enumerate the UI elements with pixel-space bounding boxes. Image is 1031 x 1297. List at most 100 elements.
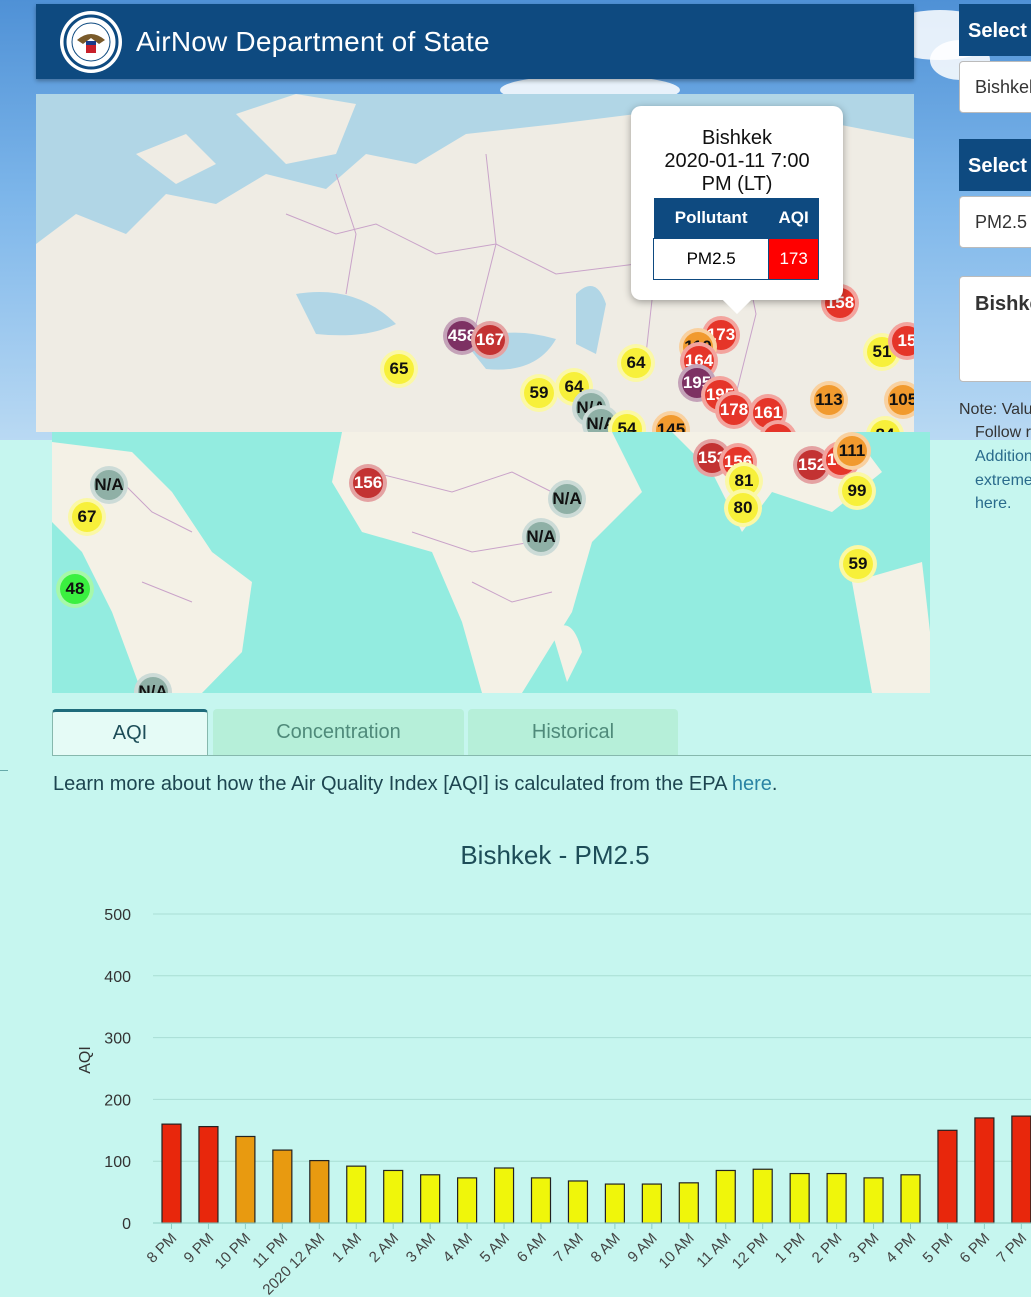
note-text: Note: Valu (959, 401, 1031, 418)
chart-title: Bishkek - PM2.5 (460, 840, 650, 870)
map-top-marker[interactable]: 113 (810, 381, 848, 419)
bar[interactable] (161, 1123, 182, 1224)
map-top-marker[interactable]: 64 (555, 368, 593, 406)
y-tick-label: 400 (104, 969, 131, 986)
bar[interactable] (383, 1169, 404, 1224)
bar[interactable] (567, 1180, 589, 1224)
bar[interactable] (900, 1174, 921, 1224)
popup-city: Bishkek (701, 127, 773, 149)
y-tick-label: 100 (104, 1154, 131, 1171)
x-tick-label: 3 PM (846, 1230, 883, 1267)
map-top-marker[interactable]: 59 (520, 374, 558, 412)
extreme-link[interactable]: extreme (975, 472, 1031, 489)
map-bottom-marker[interactable]: 80 (724, 489, 762, 527)
bar[interactable] (493, 1167, 515, 1224)
popup-aqi-value: 173 (768, 238, 819, 280)
x-tick-label: 6 AM (514, 1230, 550, 1266)
pollutant-select[interactable]: PM2.5 (959, 196, 1031, 248)
x-tick-label: 10 PM (212, 1230, 255, 1273)
map-top-marker[interactable]: 64 (617, 344, 655, 382)
page-title: AirNow Department of State (136, 25, 490, 57)
bar[interactable] (863, 1177, 884, 1224)
x-tick-label: 2 PM (809, 1230, 846, 1267)
select-city-label: Select (959, 4, 1031, 56)
x-tick-label: 5 PM (919, 1230, 956, 1267)
additional-link[interactable]: Addition (975, 448, 1031, 465)
city-card: Bishkek (959, 276, 1031, 382)
map-top-marker[interactable]: 167 (471, 321, 509, 359)
bar[interactable] (235, 1135, 256, 1224)
map-bottom-marker[interactable]: 111 (833, 432, 871, 470)
bar[interactable] (1011, 1115, 1031, 1224)
bar[interactable] (604, 1183, 626, 1224)
x-tick-label: 3 AM (403, 1230, 439, 1266)
bar[interactable] (752, 1168, 773, 1224)
map-bottom-marker[interactable]: 59 (839, 545, 877, 583)
y-tick-label: 300 (104, 1031, 131, 1048)
popup-table: Pollutant AQI PM2.5 173 (652, 198, 819, 280)
state-department-seal-icon (60, 10, 122, 73)
map-bottom-marker[interactable]: N/A (134, 673, 172, 693)
bar[interactable] (457, 1177, 478, 1224)
x-tick-label: 10 AM (656, 1230, 698, 1272)
tab-concentration[interactable]: Concentration (213, 709, 464, 755)
tab-historical[interactable]: Historical (468, 709, 678, 755)
map-top-marker[interactable]: 65 (380, 350, 418, 388)
bar[interactable] (198, 1125, 219, 1224)
map-bottom-marker[interactable]: 99 (838, 472, 876, 510)
popup-pollutant: PM2.5 (652, 238, 770, 280)
map-bottom-marker[interactable]: 67 (68, 498, 106, 536)
bar[interactable] (937, 1129, 958, 1224)
popup-col-aqi: AQI (768, 198, 819, 239)
map-top-marker[interactable]: 105 (884, 381, 914, 419)
map-bottom-marker[interactable]: 156 (349, 464, 387, 502)
y-tick-label: 200 (104, 1092, 131, 1109)
map-bottom-marker[interactable]: 48 (56, 570, 94, 608)
location-popup: Bishkek 2020-01-11 7:00 PM (LT) Pollutan… (631, 106, 843, 315)
x-tick-label: 12 PM (729, 1230, 772, 1273)
select-pollutant-label: Select (959, 139, 1031, 191)
x-tick-label: 4 PM (883, 1230, 920, 1267)
bar[interactable] (346, 1165, 367, 1224)
bar[interactable] (420, 1174, 441, 1224)
bar[interactable] (641, 1183, 662, 1224)
popup-datetime: 2020-01-11 7:00 (664, 150, 810, 172)
x-tick-label: 6 PM (956, 1230, 993, 1267)
y-axis-label: AQI (77, 1046, 94, 1074)
popup-timezone: PM (LT) (701, 173, 773, 195)
map-top-marker[interactable]: 178 (715, 391, 753, 429)
learn-more-text: Learn more about how the Air Quality Ind… (53, 773, 778, 795)
popup-col-pollutant: Pollutant (653, 198, 769, 239)
city-select[interactable]: Bishkek (959, 61, 1031, 113)
bar[interactable] (789, 1172, 810, 1224)
bar[interactable] (678, 1182, 699, 1224)
y-tick-label: 0 (122, 1216, 131, 1233)
x-tick-label: 11 AM (693, 1230, 734, 1271)
tab-aqi[interactable]: AQI (52, 709, 208, 755)
x-tick-label: 8 AM (588, 1230, 624, 1266)
map-top-marker[interactable]: 54 (608, 410, 646, 432)
x-tick-label: 1 PM (772, 1230, 809, 1267)
x-tick-label: 4 AM (440, 1230, 476, 1266)
map-bottom-marker[interactable]: N/A (90, 466, 128, 504)
map-africa-americas[interactable]: N/A6748156N/AN/A15315681801521831119959N… (52, 432, 930, 693)
bar[interactable] (309, 1159, 330, 1224)
map-top-marker[interactable]: 15 (888, 322, 914, 360)
x-tick-label: 5 AM (477, 1230, 513, 1266)
map-top-marker[interactable]: 145 (652, 411, 690, 432)
tab-bar: AQI Concentration Historical (52, 708, 1031, 756)
map-bottom-marker[interactable]: N/A (522, 518, 560, 556)
follow-text: Follow r (975, 424, 1031, 441)
map-bottom-marker[interactable]: N/A (548, 480, 586, 518)
bar[interactable] (272, 1149, 293, 1224)
bar[interactable] (826, 1172, 847, 1224)
app-header: AirNow Department of State (36, 4, 914, 79)
here-link[interactable]: here. (975, 495, 1012, 512)
bar[interactable] (974, 1117, 995, 1224)
epa-here-link[interactable]: here (731, 773, 772, 795)
bar[interactable] (530, 1177, 552, 1224)
bar[interactable] (715, 1169, 736, 1224)
x-tick-label: 2 AM (366, 1230, 402, 1266)
x-tick-label: 7 PM (993, 1230, 1030, 1267)
